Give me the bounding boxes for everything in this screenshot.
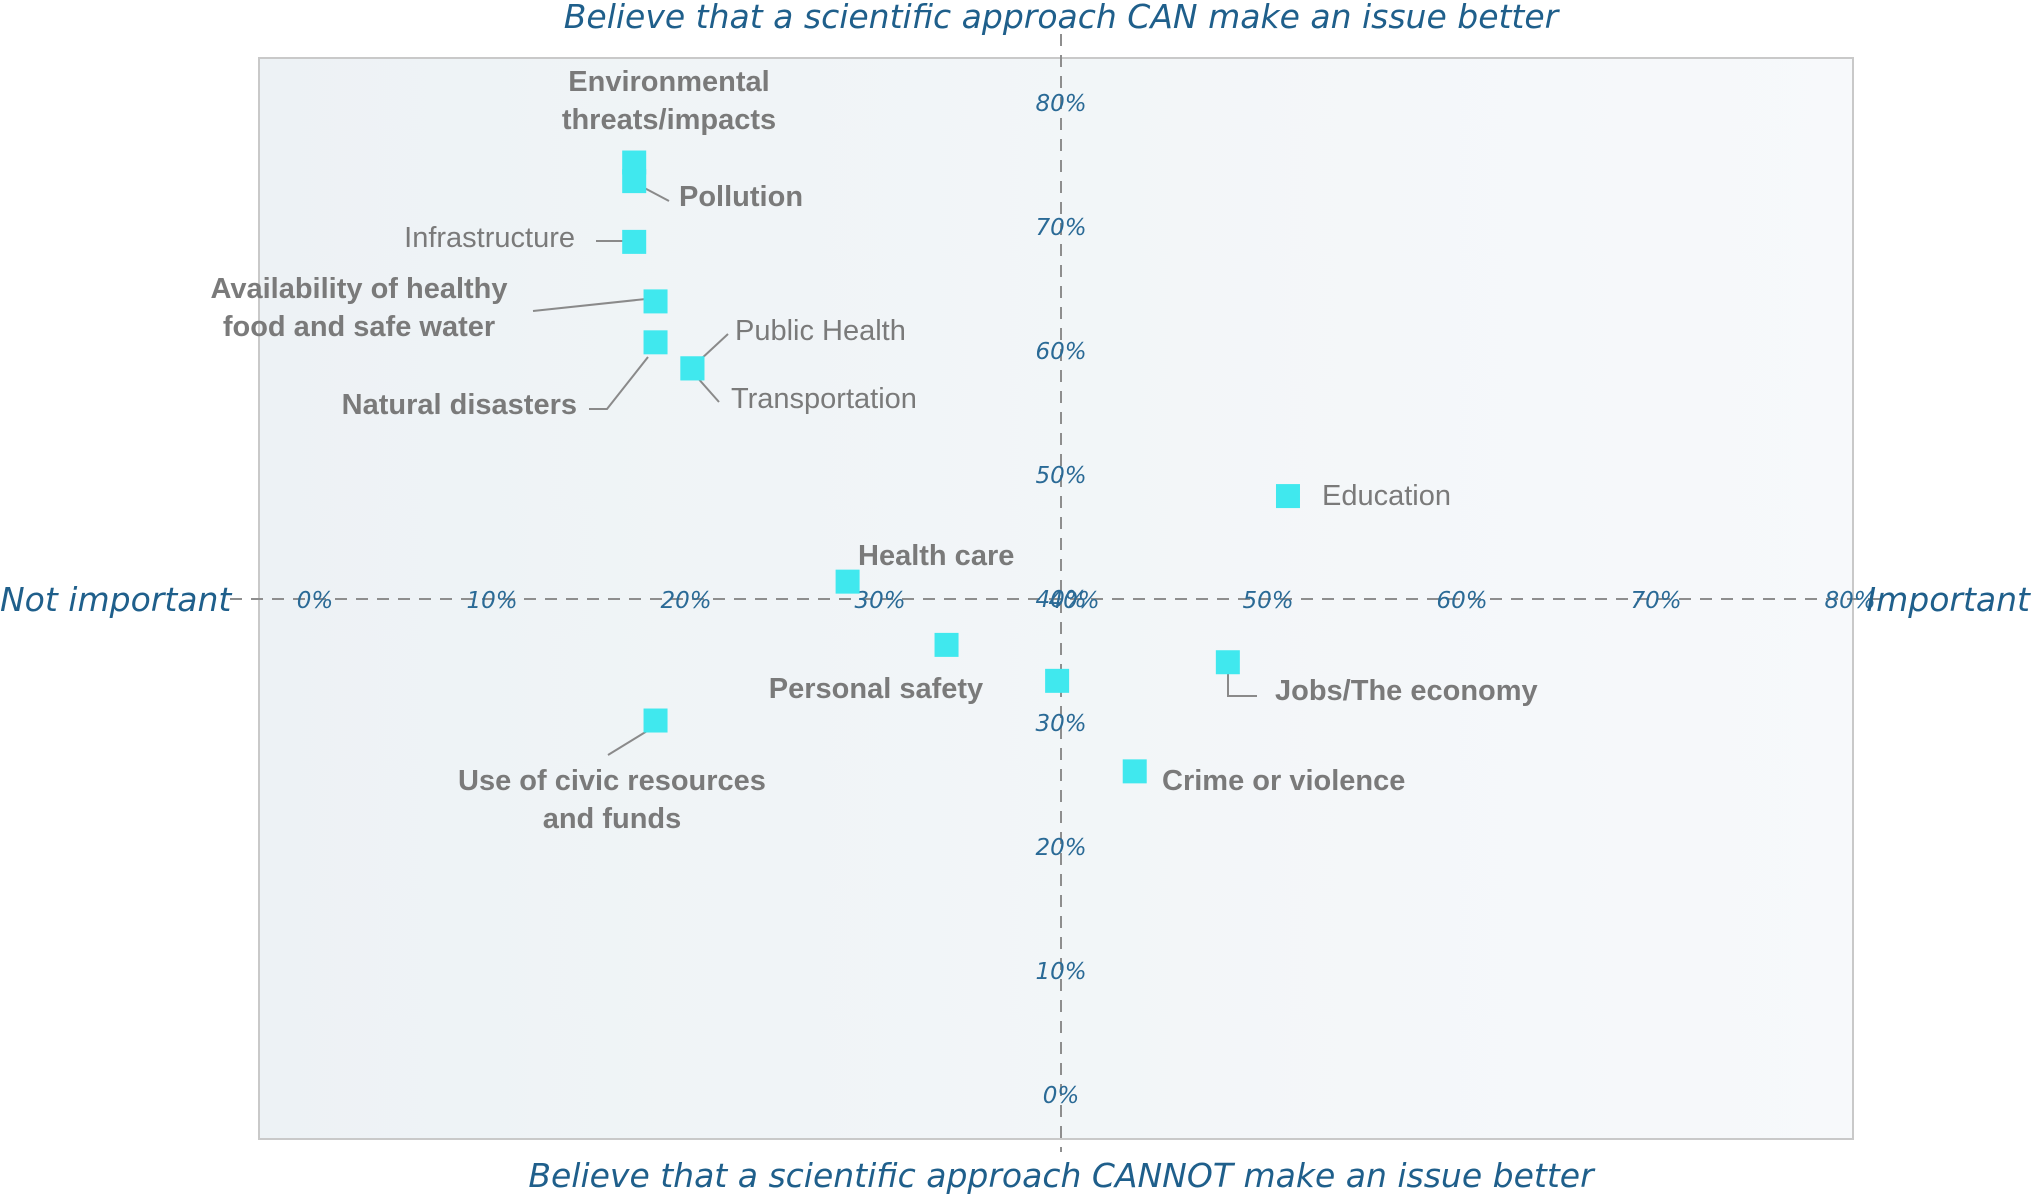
leader-line [699, 333, 729, 361]
x-tick-label: 10% [466, 588, 517, 614]
x-tick-label: 80% [1824, 588, 1875, 614]
data-point-label: Use of civic resources and funds [458, 765, 766, 835]
data-point-marker[interactable] [1275, 484, 1300, 509]
data-point-label: Environmental threats/impacts [562, 66, 776, 136]
data-point-label: Jobs/The economy [1275, 675, 1538, 707]
label-line: Jobs/The economy [1275, 675, 1538, 707]
axis-title-top: Believe that a scientific approach CAN m… [564, 0, 1561, 36]
label-line: Crime or violence [1162, 765, 1405, 797]
leader-line [589, 356, 649, 410]
data-point-marker[interactable] [643, 708, 668, 733]
label-line: and funds [543, 803, 682, 835]
data-point-marker[interactable] [835, 569, 860, 594]
leader-line [1227, 672, 1257, 697]
label-line: Environmental [568, 66, 769, 98]
label-line: Availability of healthy [210, 273, 507, 305]
data-point-marker[interactable] [1045, 668, 1070, 693]
data-point-label: Health care [858, 540, 1014, 572]
y-tick-label: 50% [1035, 463, 1086, 489]
data-point-marker[interactable] [934, 632, 959, 657]
data-point-marker[interactable] [643, 289, 668, 314]
x-tick-label: 60% [1436, 588, 1487, 614]
label-line: Pollution [679, 181, 803, 213]
y-tick-label: 30% [1035, 711, 1086, 737]
axis-title-right: Important [1866, 580, 2031, 619]
data-point-marker[interactable] [643, 330, 668, 355]
data-point-marker[interactable] [680, 356, 705, 381]
label-line: Infrastructure [404, 222, 575, 254]
label-line: Personal safety [769, 673, 983, 705]
label-line: Education [1322, 480, 1451, 512]
y-tick-label: 80% [1035, 91, 1086, 117]
y-tick-label: 70% [1035, 215, 1086, 241]
data-point-label: Transportation [731, 383, 917, 415]
data-point-label: Availability of healthy food and safe wat… [210, 273, 507, 343]
label-line: Public Health [735, 315, 906, 347]
data-point-label: Education [1322, 480, 1451, 512]
data-point-marker[interactable] [1215, 650, 1240, 675]
data-point-marker[interactable] [622, 169, 647, 194]
y-tick-label: 20% [1035, 835, 1086, 861]
x-tick-label: 70% [1630, 588, 1681, 614]
label-line: Use of civic resources [458, 765, 766, 797]
data-point-marker[interactable] [1122, 759, 1147, 784]
x-tick-label: 20% [660, 588, 711, 614]
label-line: Transportation [731, 383, 917, 415]
label-line: food and safe water [223, 311, 495, 343]
data-point-label: Personal safety [769, 673, 983, 705]
y-tick-label: 40% [1035, 587, 1086, 613]
data-point-label: Crime or violence [1162, 765, 1405, 797]
y-tick-label: 10% [1035, 959, 1086, 985]
axis-title-bottom: Believe that a scientific approach CANNO… [528, 1156, 1596, 1195]
data-point-label: Natural disasters [342, 389, 577, 421]
label-line: Natural disasters [342, 389, 577, 421]
x-tick-label: 50% [1242, 588, 1293, 614]
leader-line [532, 298, 647, 312]
x-tick-label: 40% [1048, 588, 1099, 614]
data-point-marker[interactable] [622, 229, 647, 254]
y-tick-label: 0% [1043, 1083, 1080, 1109]
data-point-label: Public Health [735, 315, 906, 347]
x-tick-label: 30% [854, 588, 905, 614]
x-tick-label: 0% [297, 588, 334, 614]
label-line: Health care [858, 540, 1014, 572]
axis-title-left: Not important [0, 580, 232, 619]
label-line: threats/impacts [562, 104, 776, 136]
data-point-label: Pollution [679, 181, 803, 213]
y-tick-label: 60% [1035, 339, 1086, 365]
data-point-label: Infrastructure [404, 222, 575, 254]
